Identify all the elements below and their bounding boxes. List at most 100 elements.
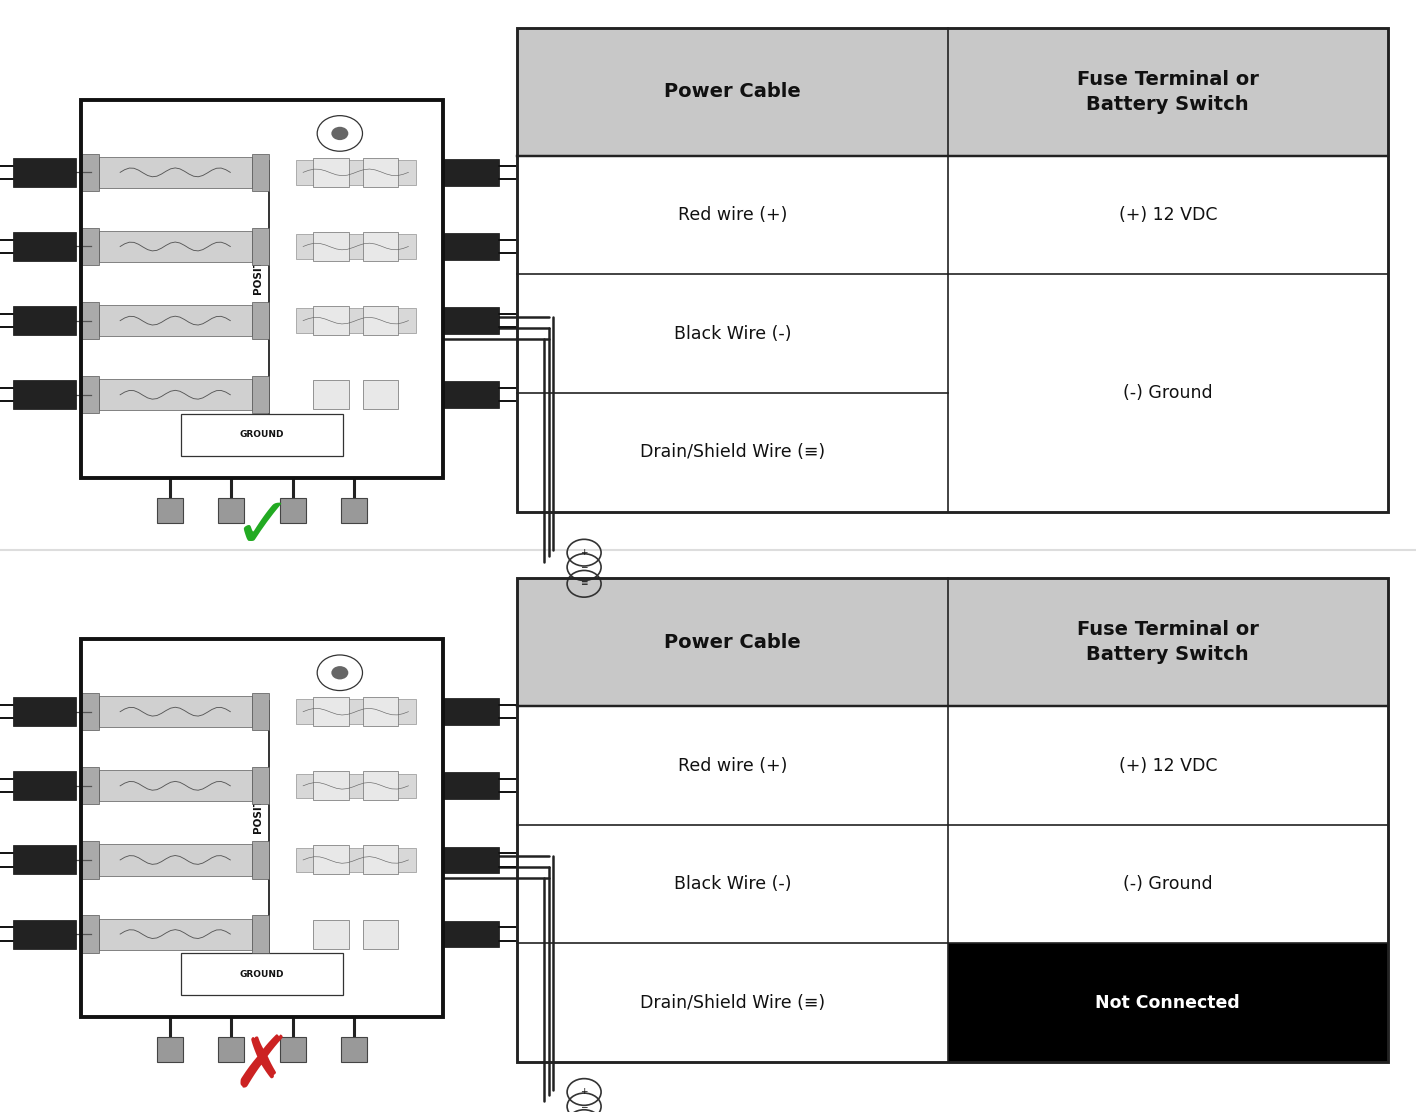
Bar bbox=[947, 156, 1388, 275]
Text: Red wire (+): Red wire (+) bbox=[678, 756, 787, 775]
Bar bbox=[218, 498, 244, 523]
Bar bbox=[82, 767, 99, 804]
Bar bbox=[81, 639, 442, 1017]
Bar bbox=[82, 228, 99, 265]
Text: (+) 12 VDC: (+) 12 VDC bbox=[1119, 756, 1216, 775]
Bar bbox=[157, 498, 183, 523]
Bar bbox=[313, 920, 348, 949]
Bar bbox=[947, 825, 1388, 943]
Bar bbox=[313, 380, 348, 409]
Bar bbox=[947, 706, 1388, 825]
Bar bbox=[362, 232, 398, 261]
Bar bbox=[181, 414, 343, 456]
Bar bbox=[296, 235, 415, 259]
Bar bbox=[99, 844, 252, 875]
Bar bbox=[296, 699, 415, 724]
Bar bbox=[296, 308, 415, 332]
Bar bbox=[82, 842, 99, 878]
Bar bbox=[252, 767, 269, 804]
Bar bbox=[442, 698, 498, 725]
Bar bbox=[13, 380, 75, 409]
Bar bbox=[252, 915, 269, 953]
Text: Black Wire (-): Black Wire (-) bbox=[674, 325, 792, 342]
Bar bbox=[218, 1037, 244, 1062]
Bar bbox=[442, 307, 498, 334]
Bar bbox=[13, 845, 75, 874]
Bar bbox=[362, 380, 398, 409]
Bar bbox=[517, 28, 947, 156]
Bar bbox=[442, 159, 498, 186]
Bar bbox=[517, 825, 947, 943]
Bar bbox=[362, 920, 398, 949]
Bar bbox=[296, 847, 415, 872]
Bar bbox=[13, 772, 75, 801]
Bar bbox=[442, 921, 498, 947]
Bar bbox=[341, 1037, 367, 1062]
Bar bbox=[517, 706, 947, 825]
Bar bbox=[13, 920, 75, 949]
Text: −: − bbox=[581, 1102, 588, 1111]
Text: Drain/Shield Wire (≡): Drain/Shield Wire (≡) bbox=[640, 994, 826, 1012]
Text: ✓: ✓ bbox=[232, 494, 292, 563]
Bar bbox=[99, 919, 252, 950]
Bar bbox=[99, 771, 252, 802]
Bar bbox=[947, 28, 1388, 156]
Bar bbox=[313, 697, 348, 726]
Text: Fuse Terminal or
Battery Switch: Fuse Terminal or Battery Switch bbox=[1076, 70, 1259, 113]
Bar bbox=[82, 915, 99, 953]
Text: (+) 12 VDC: (+) 12 VDC bbox=[1119, 206, 1216, 225]
Text: GROUND: GROUND bbox=[239, 430, 285, 439]
Bar bbox=[947, 275, 1388, 512]
Text: POSITIVE: POSITIVE bbox=[252, 240, 263, 294]
Bar bbox=[81, 639, 442, 1017]
Bar bbox=[99, 157, 252, 188]
Bar bbox=[99, 231, 252, 262]
Bar bbox=[517, 578, 1388, 1062]
Bar bbox=[362, 697, 398, 726]
Bar bbox=[13, 306, 75, 335]
Bar bbox=[313, 772, 348, 801]
Text: POSITIVE: POSITIVE bbox=[252, 780, 263, 833]
Bar bbox=[442, 846, 498, 873]
Bar bbox=[517, 578, 947, 706]
Bar bbox=[442, 234, 498, 260]
Bar bbox=[517, 28, 1388, 512]
Circle shape bbox=[331, 127, 348, 140]
Text: Power Cable: Power Cable bbox=[664, 82, 800, 101]
Bar bbox=[362, 845, 398, 874]
Bar bbox=[99, 379, 252, 410]
Bar bbox=[442, 773, 498, 800]
Text: (-) Ground: (-) Ground bbox=[1123, 875, 1212, 893]
Bar bbox=[252, 842, 269, 878]
Bar bbox=[13, 697, 75, 726]
Bar bbox=[313, 232, 348, 261]
Bar bbox=[517, 275, 947, 393]
Bar bbox=[82, 693, 99, 731]
Bar bbox=[252, 693, 269, 731]
Bar bbox=[517, 156, 947, 275]
Bar bbox=[252, 302, 269, 339]
Bar bbox=[362, 306, 398, 335]
Bar bbox=[13, 232, 75, 261]
Bar bbox=[296, 160, 415, 185]
Text: Power Cable: Power Cable bbox=[664, 633, 800, 652]
Bar bbox=[296, 774, 415, 798]
Bar bbox=[81, 100, 442, 478]
Bar bbox=[81, 100, 442, 478]
Text: (-) Ground: (-) Ground bbox=[1123, 384, 1212, 403]
Bar bbox=[13, 158, 75, 187]
Bar bbox=[252, 153, 269, 191]
Text: Fuse Terminal or
Battery Switch: Fuse Terminal or Battery Switch bbox=[1076, 620, 1259, 664]
Bar bbox=[313, 306, 348, 335]
Bar bbox=[362, 772, 398, 801]
Bar bbox=[157, 1037, 183, 1062]
Bar bbox=[99, 305, 252, 336]
Text: +: + bbox=[581, 1088, 588, 1096]
Text: ≡: ≡ bbox=[581, 579, 588, 588]
Bar bbox=[82, 153, 99, 191]
Text: Black Wire (-): Black Wire (-) bbox=[674, 875, 792, 893]
Text: Red wire (+): Red wire (+) bbox=[678, 206, 787, 225]
Bar bbox=[362, 158, 398, 187]
Bar bbox=[181, 953, 343, 995]
Text: GROUND: GROUND bbox=[239, 970, 285, 979]
